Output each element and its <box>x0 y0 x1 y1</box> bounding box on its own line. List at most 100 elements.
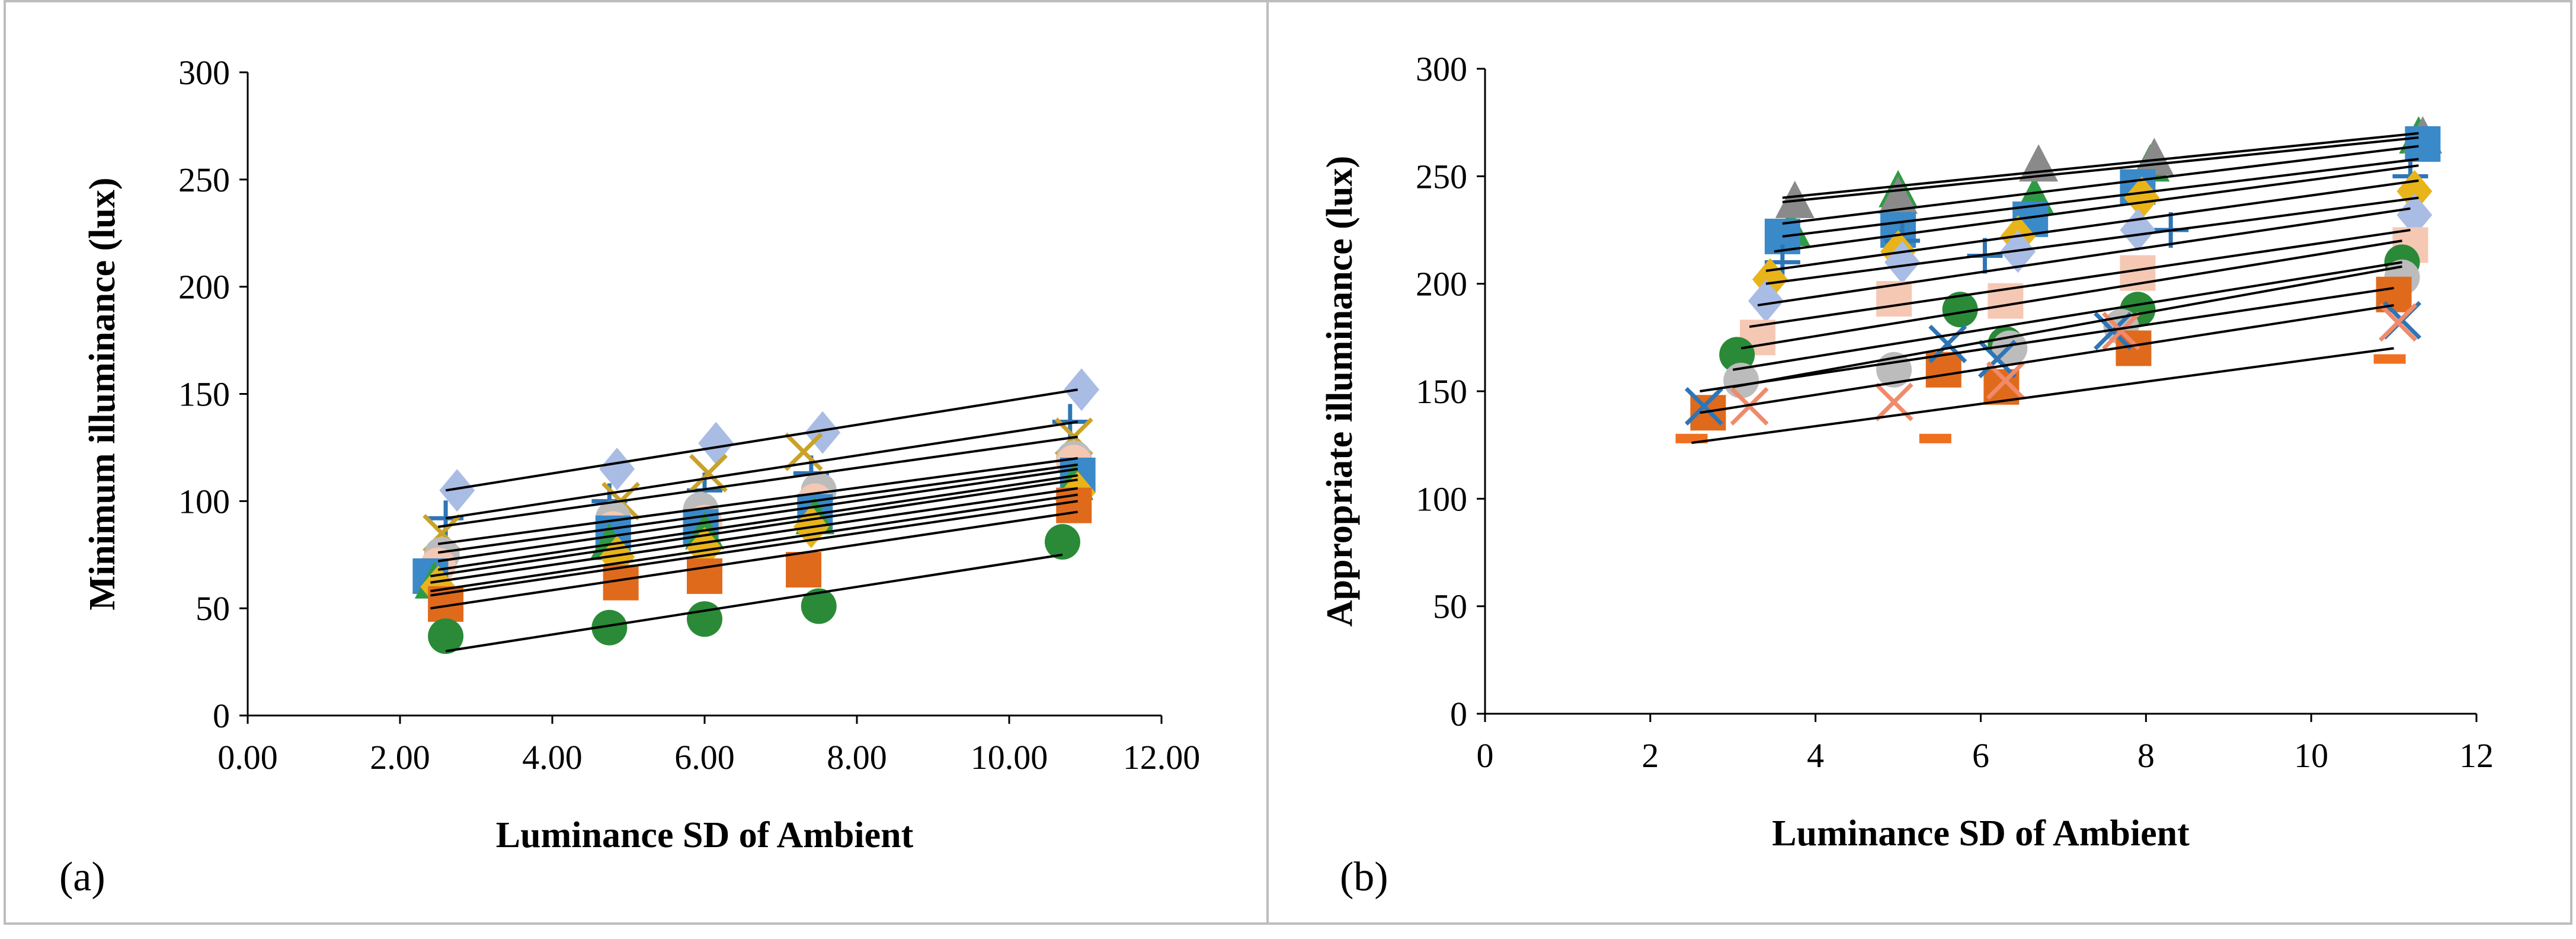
y-tick-label: 50 <box>1433 587 1467 626</box>
data-point <box>2405 126 2441 162</box>
data-point <box>1986 361 2025 400</box>
trend-line <box>1774 164 2419 253</box>
x-tick-label: 0 <box>1477 736 1494 775</box>
data-point <box>1919 433 1951 443</box>
data-point <box>2094 311 2133 350</box>
data-point <box>439 469 475 512</box>
x-tick-label: 8.00 <box>827 738 887 777</box>
trend-line <box>445 553 1063 653</box>
chart-b: 0 50 100 150 200 250 300 0 2 4 6 8 10 12 Luminance SD … <box>1320 50 2494 854</box>
x-tick-label: 12 <box>2459 736 2494 775</box>
data-point <box>689 453 728 493</box>
trend-lines <box>430 388 1078 653</box>
trend-line <box>1740 239 2402 350</box>
y-tick-label: 300 <box>1416 50 1467 88</box>
data-point <box>2396 193 2433 237</box>
data-point <box>786 552 822 588</box>
data-point <box>1748 279 1784 322</box>
x-tick-label: 2.00 <box>370 738 430 777</box>
trend-line <box>1732 265 2402 388</box>
y-axis-title: Minimum illuminance (lux) <box>82 177 123 610</box>
y-tick-label: 100 <box>1416 480 1467 518</box>
x-tick-label: 4 <box>1807 736 1824 775</box>
trend-line <box>1757 207 2411 306</box>
trend-line <box>437 463 1078 554</box>
panel-label-b: (b) <box>1340 854 1388 900</box>
trend-lines <box>1691 132 2419 445</box>
data-point <box>2373 354 2406 364</box>
data-point <box>2120 209 2156 251</box>
x-axis-title: Luminance SD of Ambient <box>496 815 914 855</box>
y-tick-label: 250 <box>1416 157 1467 196</box>
data-point <box>1775 180 1815 218</box>
trend-line <box>437 457 1078 545</box>
y-tick-label: 300 <box>178 53 230 92</box>
x-tick-label: 0.00 <box>217 738 278 777</box>
data-point <box>1942 292 1978 328</box>
x-tick-label: 6 <box>1972 736 1989 775</box>
y-tick-label: 200 <box>1416 265 1467 304</box>
trend-line <box>1691 347 2394 445</box>
trend-line <box>445 388 1078 492</box>
trend-line <box>445 420 1078 520</box>
y-tick-label: 150 <box>1416 372 1467 411</box>
data-point <box>1730 387 1769 426</box>
data-point <box>1064 368 1100 411</box>
y-axis-title: Appropriate illuminance (lux) <box>1320 156 1360 627</box>
trend-line <box>430 493 1078 593</box>
data-point <box>698 421 734 465</box>
x-axis-title: Luminance SD of Ambient <box>1772 813 2190 854</box>
data-point <box>1879 176 1918 214</box>
panel-b: 0 50 100 150 200 250 300 0 2 4 6 8 10 12 Luminance SD … <box>1268 0 2572 925</box>
trend-line <box>1782 132 2419 199</box>
data-point <box>1056 487 1092 523</box>
y-tick-label: 200 <box>178 268 230 306</box>
panel-label-a: (a) <box>59 854 105 900</box>
data-point <box>2379 303 2418 342</box>
trend-line <box>430 500 1078 597</box>
y-tick-label: 250 <box>178 161 230 199</box>
data-point <box>784 432 823 471</box>
trend-line <box>1765 196 2419 285</box>
data-point <box>2124 176 2160 219</box>
x-tick-label: 6.00 <box>674 738 735 777</box>
trend-line <box>1765 179 2419 272</box>
y-tick-label: 0 <box>1450 695 1467 733</box>
panel-a: 0 50 100 150 200 250 300 0.00 2.00 4.00 6.00 8.00 10… <box>4 0 1268 925</box>
trend-line <box>1732 261 2402 371</box>
x-tick-label: 12.00 <box>1123 738 1201 777</box>
y-tick-label: 150 <box>178 375 230 414</box>
trend-line <box>430 478 1078 577</box>
data-point <box>2396 170 2433 213</box>
trend-line <box>1782 145 2419 225</box>
trend-line <box>1782 136 2419 203</box>
data-point <box>801 588 837 624</box>
trend-line <box>437 468 1078 563</box>
x-tick-label: 10 <box>2294 736 2328 775</box>
chart-a: 0 50 100 150 200 250 300 0.00 2.00 4.00 6.00 8.00 10… <box>82 53 1201 855</box>
trend-line <box>1749 229 2411 328</box>
data-point <box>599 448 635 491</box>
data-point <box>591 609 628 646</box>
trend-line <box>437 474 1078 571</box>
y-tick-label: 0 <box>213 697 230 735</box>
trend-line <box>430 487 1078 584</box>
y-tick-label: 50 <box>196 589 230 628</box>
data-point <box>687 601 722 637</box>
data-point <box>428 618 464 654</box>
data-point <box>1684 387 1723 426</box>
trend-line <box>437 435 1078 528</box>
x-tick-label: 10.00 <box>971 738 1048 777</box>
data-point <box>687 558 722 594</box>
x-tick-label: 2 <box>1641 736 1659 775</box>
x-tick-label: 8 <box>2137 736 2155 775</box>
x-tick-label: 4.00 <box>522 738 583 777</box>
trend-line <box>430 510 1078 610</box>
data-point <box>1044 524 1080 560</box>
y-tick-label: 100 <box>178 482 230 520</box>
trend-line <box>1782 158 2419 238</box>
trend-line <box>1700 304 2394 414</box>
markers <box>412 368 1100 654</box>
data-point <box>1977 340 2017 379</box>
